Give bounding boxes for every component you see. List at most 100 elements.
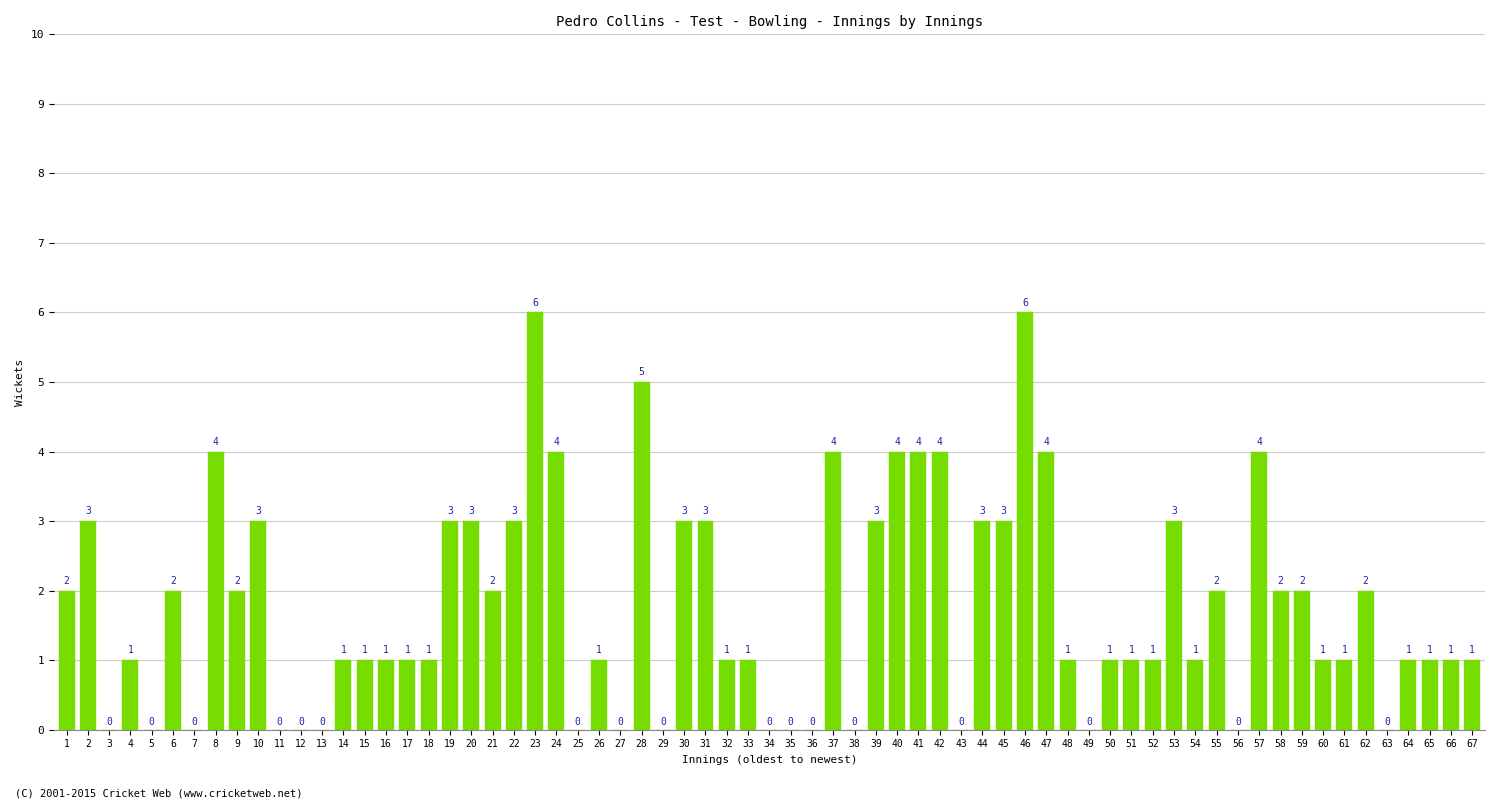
Text: 1: 1 bbox=[1406, 646, 1411, 655]
Bar bbox=[399, 660, 416, 730]
Text: 2: 2 bbox=[234, 576, 240, 586]
Text: 0: 0 bbox=[766, 717, 772, 727]
Bar bbox=[825, 451, 842, 730]
Text: 5: 5 bbox=[639, 367, 645, 377]
Text: 0: 0 bbox=[958, 717, 964, 727]
Text: 1: 1 bbox=[1065, 646, 1071, 655]
Text: 2: 2 bbox=[1299, 576, 1305, 586]
Bar bbox=[1124, 660, 1140, 730]
Text: 1: 1 bbox=[340, 646, 346, 655]
Text: 1: 1 bbox=[596, 646, 602, 655]
Bar bbox=[633, 382, 650, 730]
Text: 2: 2 bbox=[1214, 576, 1219, 586]
Text: 6: 6 bbox=[1022, 298, 1028, 308]
Text: 0: 0 bbox=[574, 717, 580, 727]
Bar bbox=[1464, 660, 1480, 730]
Text: 1: 1 bbox=[1192, 646, 1198, 655]
Text: 1: 1 bbox=[362, 646, 368, 655]
Text: 1: 1 bbox=[724, 646, 729, 655]
Text: 0: 0 bbox=[320, 717, 326, 727]
Bar bbox=[910, 451, 927, 730]
Bar bbox=[336, 660, 351, 730]
Text: 4: 4 bbox=[915, 437, 921, 446]
Bar bbox=[1336, 660, 1353, 730]
Text: 4: 4 bbox=[831, 437, 836, 446]
Text: 4: 4 bbox=[213, 437, 219, 446]
Bar bbox=[80, 521, 96, 730]
Text: 2: 2 bbox=[63, 576, 69, 586]
Text: 3: 3 bbox=[86, 506, 92, 516]
Text: 3: 3 bbox=[255, 506, 261, 516]
Bar bbox=[975, 521, 990, 730]
Text: 1: 1 bbox=[1128, 646, 1134, 655]
Text: 3: 3 bbox=[702, 506, 708, 516]
Bar bbox=[890, 451, 904, 730]
Y-axis label: Wickets: Wickets bbox=[15, 358, 26, 406]
Text: (C) 2001-2015 Cricket Web (www.cricketweb.net): (C) 2001-2015 Cricket Web (www.cricketwe… bbox=[15, 788, 303, 798]
Text: 0: 0 bbox=[276, 717, 282, 727]
Bar bbox=[740, 660, 756, 730]
Title: Pedro Collins - Test - Bowling - Innings by Innings: Pedro Collins - Test - Bowling - Innings… bbox=[556, 15, 982, 29]
Bar bbox=[1017, 313, 1034, 730]
Bar bbox=[1038, 451, 1054, 730]
Text: 0: 0 bbox=[192, 717, 198, 727]
Text: 1: 1 bbox=[1320, 646, 1326, 655]
Bar bbox=[718, 660, 735, 730]
Text: 4: 4 bbox=[1044, 437, 1048, 446]
Bar bbox=[58, 590, 75, 730]
Text: 4: 4 bbox=[1257, 437, 1262, 446]
Bar bbox=[230, 590, 244, 730]
Bar bbox=[698, 521, 714, 730]
Text: 1: 1 bbox=[382, 646, 388, 655]
Text: 0: 0 bbox=[106, 717, 112, 727]
Bar bbox=[420, 660, 436, 730]
Text: 4: 4 bbox=[894, 437, 900, 446]
Text: 3: 3 bbox=[468, 506, 474, 516]
Text: 1: 1 bbox=[1107, 646, 1113, 655]
Text: 2: 2 bbox=[489, 576, 495, 586]
Text: 3: 3 bbox=[873, 506, 879, 516]
Text: 1: 1 bbox=[128, 646, 134, 655]
Text: 1: 1 bbox=[1470, 646, 1474, 655]
Text: 3: 3 bbox=[980, 506, 986, 516]
Text: 3: 3 bbox=[1172, 506, 1178, 516]
Bar bbox=[1401, 660, 1416, 730]
Bar bbox=[123, 660, 138, 730]
Text: 1: 1 bbox=[1426, 646, 1432, 655]
Bar bbox=[868, 521, 883, 730]
Bar bbox=[932, 451, 948, 730]
Bar bbox=[676, 521, 692, 730]
Text: 0: 0 bbox=[660, 717, 666, 727]
Text: 0: 0 bbox=[788, 717, 794, 727]
Bar bbox=[1188, 660, 1203, 730]
Text: 1: 1 bbox=[1341, 646, 1347, 655]
Bar bbox=[1443, 660, 1460, 730]
Bar bbox=[1166, 521, 1182, 730]
Bar bbox=[1144, 660, 1161, 730]
Text: 2: 2 bbox=[1278, 576, 1284, 586]
Text: 1: 1 bbox=[426, 646, 432, 655]
Text: 6: 6 bbox=[532, 298, 538, 308]
Bar bbox=[506, 521, 522, 730]
Bar bbox=[1422, 660, 1437, 730]
Text: 0: 0 bbox=[148, 717, 154, 727]
Text: 2: 2 bbox=[1364, 576, 1368, 586]
Text: 3: 3 bbox=[447, 506, 453, 516]
Bar bbox=[1316, 660, 1330, 730]
Text: 1: 1 bbox=[1150, 646, 1155, 655]
X-axis label: Innings (oldest to newest): Innings (oldest to newest) bbox=[681, 755, 856, 765]
Bar bbox=[996, 521, 1011, 730]
Bar bbox=[357, 660, 372, 730]
Bar bbox=[378, 660, 394, 730]
Text: 4: 4 bbox=[554, 437, 560, 446]
Text: 3: 3 bbox=[1000, 506, 1006, 516]
Bar bbox=[1358, 590, 1374, 730]
Bar bbox=[484, 590, 501, 730]
Text: 1: 1 bbox=[1448, 646, 1454, 655]
Text: 1: 1 bbox=[405, 646, 411, 655]
Bar bbox=[1251, 451, 1268, 730]
Text: 0: 0 bbox=[808, 717, 814, 727]
Bar bbox=[549, 451, 564, 730]
Bar bbox=[207, 451, 224, 730]
Text: 3: 3 bbox=[512, 506, 518, 516]
